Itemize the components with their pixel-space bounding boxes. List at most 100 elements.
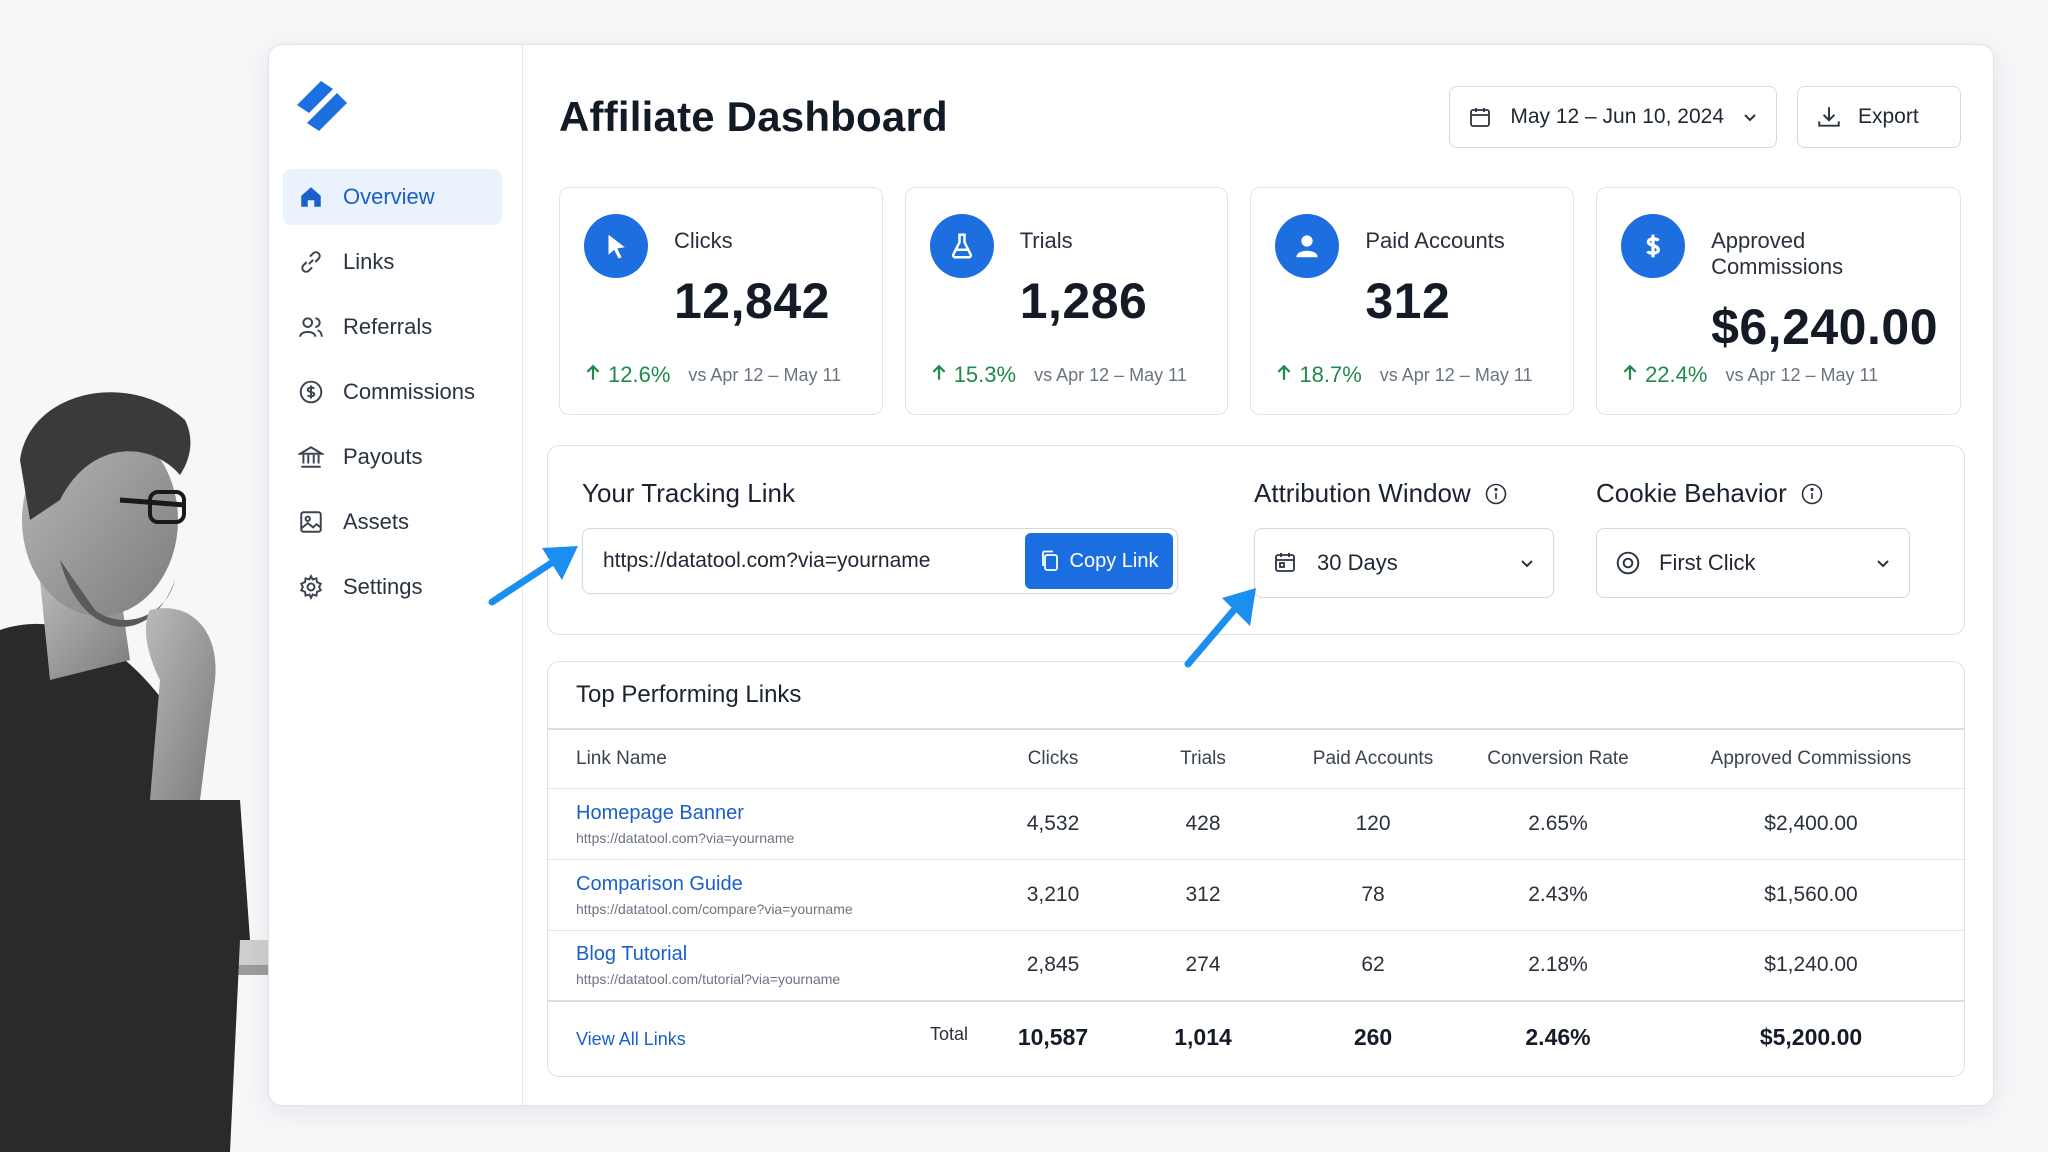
tracking-panel: Your Tracking Link https://datatool.com?… [547, 445, 1965, 635]
arrow-up-icon [1621, 362, 1639, 388]
bank-icon [297, 443, 325, 471]
dollar-icon [1621, 214, 1686, 278]
user-icon [1275, 214, 1340, 278]
arrow-up-icon [1275, 362, 1293, 388]
stat-value: 12,842 [674, 273, 830, 329]
paid-accounts-cell: 120 [1288, 788, 1458, 860]
person-illustration [0, 392, 270, 1152]
clicks-cell: 4,532 [988, 788, 1118, 860]
conversion-rate-cell: 2.65% [1458, 788, 1658, 860]
table-header-row: Link Name Clicks Trials Paid Accounts Co… [548, 730, 1964, 789]
brand-logo[interactable] [293, 77, 353, 137]
link-url: https://datatool.com/compare?via=yournam… [576, 900, 853, 917]
attribution-window-select[interactable]: 30 Days [1254, 528, 1554, 598]
sidebar-item-referrals[interactable]: Referrals [283, 299, 502, 355]
chevron-down-icon [1519, 555, 1535, 571]
copy-icon [1040, 550, 1060, 572]
conversion-rate-cell: 2.18% [1458, 930, 1658, 1002]
app-window: Overview Links Referrals Commissions Pay… [268, 44, 1994, 1106]
sidebar-item-label: Settings [343, 574, 423, 599]
total-label: Total [929, 1024, 968, 1044]
link-url: https://datatool.com/tutorial?via=yourna… [576, 971, 841, 988]
tracking-link-field[interactable]: https://datatool.com?via=yourname Copy L… [582, 528, 1178, 594]
commissions-cell: $1,240.00 [1658, 930, 1964, 1002]
attribution-window-label: Attribution Window [1254, 478, 1471, 508]
column-header[interactable]: Paid Accounts [1288, 730, 1458, 789]
date-range-picker[interactable]: May 12 – Jun 10, 2024 [1449, 86, 1777, 148]
export-button[interactable]: Export [1797, 86, 1961, 148]
column-header[interactable]: Link Name [548, 730, 988, 789]
sidebar-item-commissions[interactable]: Commissions [283, 364, 502, 420]
stat-label: Approved Commissions [1711, 228, 1844, 279]
table-row: Homepage Banner https://datatool.com?via… [548, 788, 1964, 860]
top-links-panel: Top Performing Links Link Name Clicks Tr… [547, 661, 1965, 1077]
sidebar-item-settings[interactable]: Settings [283, 559, 502, 615]
total-clicks: 10,587 [988, 1000, 1118, 1073]
table-row: Comparison Guide https://datatool.com/co… [548, 859, 1964, 931]
copy-link-label: Copy Link [1069, 549, 1159, 572]
header-actions: May 12 – Jun 10, 2024 Export [1449, 86, 1961, 148]
paid-accounts-cell: 78 [1288, 859, 1458, 931]
conversion-rate-cell: 2.43% [1458, 859, 1658, 931]
column-header[interactable]: Conversion Rate [1458, 730, 1658, 789]
info-icon[interactable] [1801, 483, 1823, 505]
stat-value: $6,240.00 [1711, 299, 1938, 355]
sidebar-item-label: Commissions [343, 379, 476, 404]
sidebar-item-label: Links [343, 249, 395, 274]
export-label: Export [1858, 105, 1919, 128]
home-icon [297, 183, 325, 211]
stat-card-trials: Trials 1,286 15.3% vs Apr 12 – May 11 [904, 187, 1229, 415]
info-icon[interactable] [1485, 483, 1507, 505]
sidebar-item-payouts[interactable]: Payouts [283, 429, 502, 485]
calendar-icon [1468, 104, 1494, 130]
cookie-behavior-value: First Click [1659, 550, 1756, 575]
link-name[interactable]: Blog Tutorial [576, 943, 688, 966]
total-commissions: $5,200.00 [1658, 1000, 1964, 1073]
stat-compare: vs Apr 12 – May 11 [688, 364, 842, 385]
annotation-arrow-tracking [488, 546, 578, 606]
clicks-cell: 2,845 [988, 930, 1118, 1002]
cookie-behavior-label: Cookie Behavior [1596, 478, 1787, 508]
sidebar-item-links[interactable]: Links [283, 234, 502, 290]
tracking-link-label: Your Tracking Link [582, 478, 795, 508]
total-trials: 1,014 [1118, 1000, 1288, 1073]
stat-value: 312 [1365, 273, 1451, 329]
sidebar-item-overview[interactable]: Overview [283, 169, 502, 225]
users-icon [297, 313, 325, 341]
image-icon [297, 508, 325, 536]
stat-delta: 15.3% [953, 362, 1017, 387]
stat-card-clicks: Clicks 12,842 12.6% vs Apr 12 – May 11 [559, 187, 883, 415]
column-header[interactable]: Trials [1118, 730, 1288, 789]
sidebar-item-assets[interactable]: Assets [283, 494, 502, 550]
sidebar-item-label: Payouts [343, 444, 423, 469]
total-conversion-rate: 2.46% [1458, 1000, 1658, 1073]
cookie-behavior-select[interactable]: First Click [1596, 528, 1910, 598]
stat-compare: vs Apr 12 – May 11 [1034, 364, 1187, 385]
trials-cell: 274 [1118, 930, 1288, 1002]
trials-cell: 312 [1118, 859, 1288, 931]
stat-delta: 18.7% [1299, 362, 1362, 387]
tracking-link-url: https://datatool.com?via=yourname [603, 549, 931, 572]
stat-delta: 22.4% [1645, 362, 1708, 387]
stat-label: Clicks [674, 228, 733, 253]
copy-link-button[interactable]: Copy Link [1025, 533, 1173, 589]
sidebar-item-label: Assets [343, 509, 410, 534]
link-name[interactable]: Comparison Guide [576, 872, 743, 895]
column-header[interactable]: Clicks [988, 730, 1118, 789]
sidebar-item-label: Overview [343, 184, 435, 209]
flask-icon [929, 214, 994, 278]
gear-icon [297, 573, 325, 601]
attribution-window-value: 30 Days [1317, 550, 1398, 575]
attribution-window-header: Attribution Window [1254, 478, 1507, 509]
link-name[interactable]: Homepage Banner [576, 801, 744, 824]
column-header[interactable]: Approved Commissions [1658, 730, 1964, 789]
download-icon [1816, 104, 1842, 130]
view-all-links-link[interactable]: View All Links [576, 1029, 686, 1049]
top-links-table: Link Name Clicks Trials Paid Accounts Co… [548, 730, 1964, 1073]
chevron-down-icon [1742, 109, 1758, 125]
stat-delta: 12.6% [608, 362, 671, 387]
stat-card-approved-commissions: Approved Commissions $6,240.00 22.4% vs … [1596, 187, 1961, 415]
trials-cell: 428 [1118, 788, 1288, 860]
stat-compare: vs Apr 12 – May 11 [1379, 364, 1533, 385]
stat-value: 1,286 [1019, 273, 1148, 329]
